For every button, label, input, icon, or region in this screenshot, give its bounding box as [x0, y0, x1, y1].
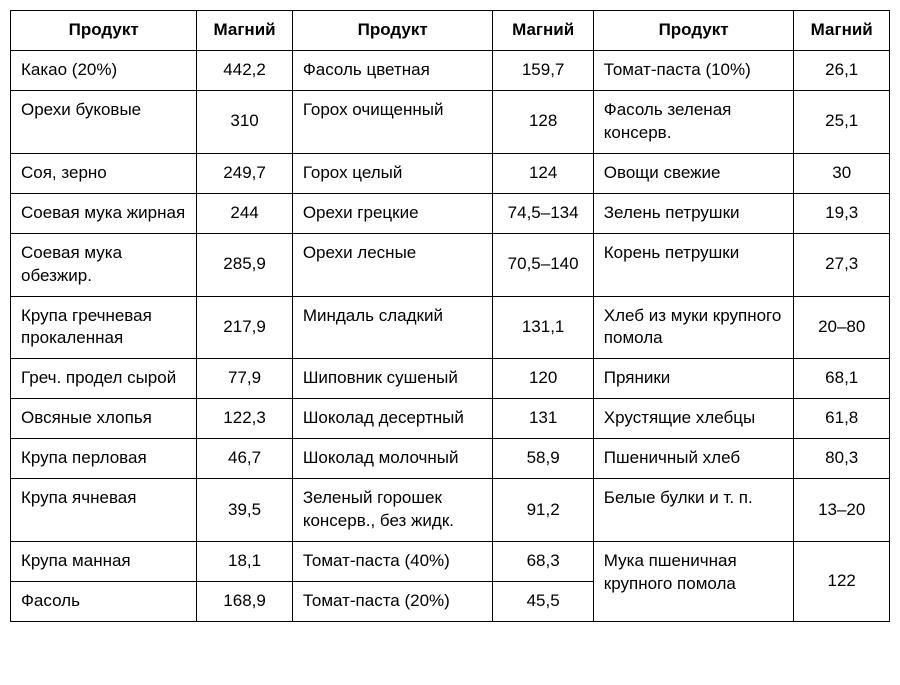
value-cell: 30 [794, 153, 890, 193]
value-cell: 18,1 [197, 542, 293, 582]
header-value-3: Магний [794, 11, 890, 51]
value-cell: 131,1 [493, 296, 593, 359]
product-cell: Фасоль [11, 582, 197, 622]
product-cell: Мука пшеничная крупного помола [593, 542, 794, 622]
product-cell: Горох очищенный [292, 90, 493, 153]
table-row: Соя, зерно249,7Горох целый124Овощи свежи… [11, 153, 890, 193]
value-cell: 128 [493, 90, 593, 153]
value-cell: 249,7 [197, 153, 293, 193]
value-cell: 168,9 [197, 582, 293, 622]
table-row: Крупа ячневая39,5Зеленый горошек консерв… [11, 479, 890, 542]
header-value-2: Магний [493, 11, 593, 51]
table-row: Соевая мука обезжир.285,9Орехи лесные70,… [11, 233, 890, 296]
header-product-3: Продукт [593, 11, 794, 51]
value-cell: 13–20 [794, 479, 890, 542]
table-row: Орехи буковые310Горох очищенный128Фасоль… [11, 90, 890, 153]
table-row: Овсяные хлопья122,3Шоколад десертный131Х… [11, 399, 890, 439]
value-cell: 124 [493, 153, 593, 193]
product-cell: Соя, зерно [11, 153, 197, 193]
product-cell: Белые булки и т. п. [593, 479, 794, 542]
product-cell: Овощи свежие [593, 153, 794, 193]
value-cell: 244 [197, 193, 293, 233]
value-cell: 26,1 [794, 50, 890, 90]
value-cell: 310 [197, 90, 293, 153]
value-cell: 120 [493, 359, 593, 399]
value-cell: 217,9 [197, 296, 293, 359]
value-cell: 122,3 [197, 399, 293, 439]
product-cell: Соевая мука жирная [11, 193, 197, 233]
product-cell: Корень петрушки [593, 233, 794, 296]
product-cell: Шиповник сушеный [292, 359, 493, 399]
product-cell: Хлеб из муки крупного помола [593, 296, 794, 359]
product-cell: Зелень петрушки [593, 193, 794, 233]
value-cell: 61,8 [794, 399, 890, 439]
product-cell: Шоколад десертный [292, 399, 493, 439]
value-cell: 80,3 [794, 439, 890, 479]
value-cell: 131 [493, 399, 593, 439]
product-cell: Какао (20%) [11, 50, 197, 90]
product-cell: Крупа гречневая прокаленная [11, 296, 197, 359]
product-cell: Греч. продел сырой [11, 359, 197, 399]
product-cell: Орехи буковые [11, 90, 197, 153]
product-cell: Пшеничный хлеб [593, 439, 794, 479]
product-cell: Хрустящие хлебцы [593, 399, 794, 439]
product-cell: Томат-паста (10%) [593, 50, 794, 90]
magnesium-table: Продукт Магний Продукт Магний Продукт Ма… [10, 10, 890, 622]
value-cell: 19,3 [794, 193, 890, 233]
header-value-1: Магний [197, 11, 293, 51]
product-cell: Пряники [593, 359, 794, 399]
value-cell: 77,9 [197, 359, 293, 399]
table-row: Крупа манная18,1Томат-паста (40%)68,3Мук… [11, 542, 890, 582]
table-row: Греч. продел сырой77,9Шиповник сушеный12… [11, 359, 890, 399]
header-product-2: Продукт [292, 11, 493, 51]
product-cell: Крупа перловая [11, 439, 197, 479]
table-row: Соевая мука жирная244Орехи грецкие74,5–1… [11, 193, 890, 233]
table-row: Крупа перловая46,7Шоколад молочный58,9Пш… [11, 439, 890, 479]
value-cell: 442,2 [197, 50, 293, 90]
header-product-1: Продукт [11, 11, 197, 51]
product-cell: Овсяные хлопья [11, 399, 197, 439]
value-cell: 122 [794, 542, 890, 622]
product-cell: Орехи лесные [292, 233, 493, 296]
product-cell: Горох целый [292, 153, 493, 193]
product-cell: Соевая мука обезжир. [11, 233, 197, 296]
value-cell: 39,5 [197, 479, 293, 542]
product-cell: Шоколад молочный [292, 439, 493, 479]
product-cell: Томат-паста (20%) [292, 582, 493, 622]
value-cell: 68,3 [493, 542, 593, 582]
product-cell: Крупа манная [11, 542, 197, 582]
value-cell: 45,5 [493, 582, 593, 622]
value-cell: 27,3 [794, 233, 890, 296]
table-header-row: Продукт Магний Продукт Магний Продукт Ма… [11, 11, 890, 51]
value-cell: 46,7 [197, 439, 293, 479]
product-cell: Фасоль зеленая консерв. [593, 90, 794, 153]
product-cell: Томат-паста (40%) [292, 542, 493, 582]
value-cell: 159,7 [493, 50, 593, 90]
product-cell: Фасоль цветная [292, 50, 493, 90]
value-cell: 20–80 [794, 296, 890, 359]
product-cell: Миндаль сладкий [292, 296, 493, 359]
product-cell: Орехи грецкие [292, 193, 493, 233]
value-cell: 68,1 [794, 359, 890, 399]
value-cell: 91,2 [493, 479, 593, 542]
value-cell: 74,5–134 [493, 193, 593, 233]
product-cell: Крупа ячневая [11, 479, 197, 542]
value-cell: 285,9 [197, 233, 293, 296]
value-cell: 70,5–140 [493, 233, 593, 296]
product-cell: Зеленый горошек консерв., без жидк. [292, 479, 493, 542]
value-cell: 58,9 [493, 439, 593, 479]
table-row: Какао (20%)442,2Фасоль цветная159,7Томат… [11, 50, 890, 90]
table-row: Крупа гречневая прокаленная217,9Миндаль … [11, 296, 890, 359]
value-cell: 25,1 [794, 90, 890, 153]
